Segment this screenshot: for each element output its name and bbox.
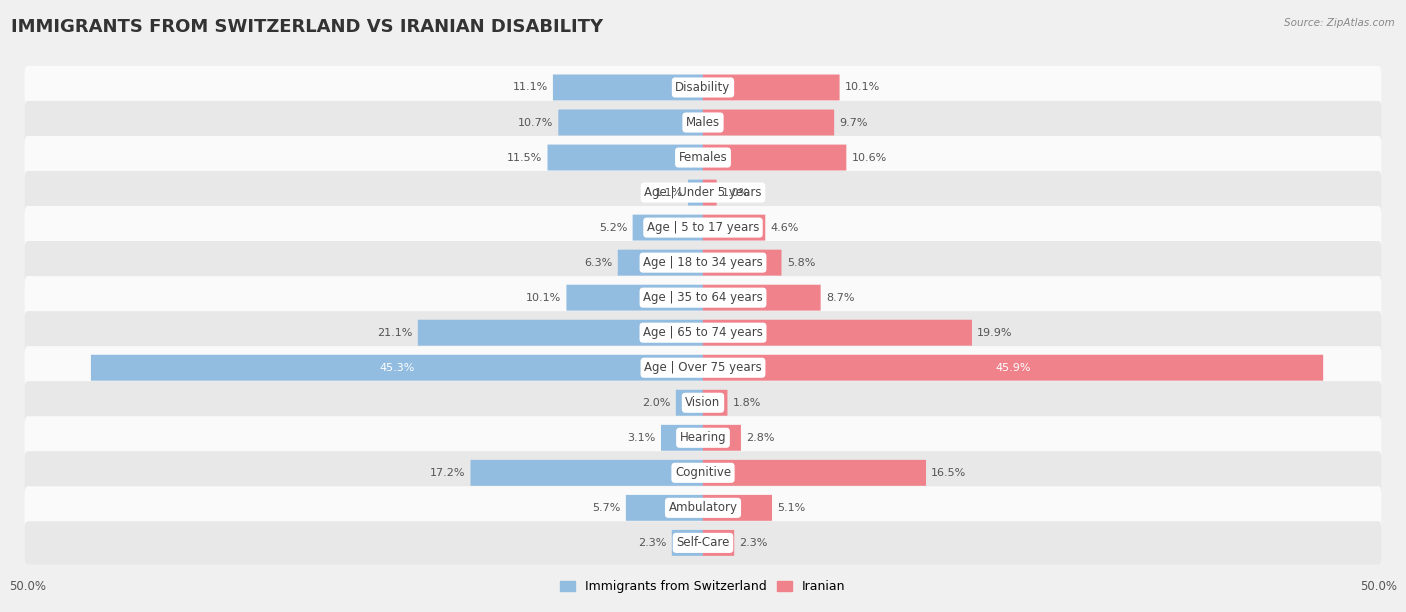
Text: 5.2%: 5.2% [599,223,627,233]
Text: 5.8%: 5.8% [787,258,815,267]
FancyBboxPatch shape [418,319,703,346]
Text: 19.9%: 19.9% [977,327,1012,338]
FancyBboxPatch shape [703,75,839,100]
Text: 10.1%: 10.1% [845,83,880,92]
FancyBboxPatch shape [25,241,1381,284]
FancyBboxPatch shape [25,346,1381,389]
Text: Vision: Vision [685,396,721,409]
Text: Females: Females [679,151,727,164]
FancyBboxPatch shape [617,250,703,275]
Text: Age | 5 to 17 years: Age | 5 to 17 years [647,221,759,234]
Text: Males: Males [686,116,720,129]
FancyBboxPatch shape [661,425,703,451]
FancyBboxPatch shape [25,381,1381,424]
FancyBboxPatch shape [703,460,927,486]
FancyBboxPatch shape [25,66,1381,109]
Legend: Immigrants from Switzerland, Iranian: Immigrants from Switzerland, Iranian [555,575,851,599]
FancyBboxPatch shape [25,451,1381,494]
Text: 16.5%: 16.5% [931,468,966,478]
FancyBboxPatch shape [688,179,703,206]
FancyBboxPatch shape [547,144,703,171]
Text: Age | 35 to 64 years: Age | 35 to 64 years [643,291,763,304]
FancyBboxPatch shape [703,355,1323,381]
FancyBboxPatch shape [703,215,765,241]
Text: 4.6%: 4.6% [770,223,799,233]
FancyBboxPatch shape [553,75,703,100]
Text: 1.8%: 1.8% [733,398,761,408]
Text: 9.7%: 9.7% [839,118,868,127]
Text: 1.0%: 1.0% [721,187,751,198]
Text: Age | Over 75 years: Age | Over 75 years [644,361,762,374]
FancyBboxPatch shape [25,276,1381,319]
FancyBboxPatch shape [703,285,821,311]
Text: 2.3%: 2.3% [740,538,768,548]
FancyBboxPatch shape [703,530,734,556]
Text: 11.5%: 11.5% [508,152,543,163]
FancyBboxPatch shape [703,319,972,346]
FancyBboxPatch shape [25,416,1381,460]
Text: 5.7%: 5.7% [592,503,620,513]
FancyBboxPatch shape [703,250,782,275]
FancyBboxPatch shape [633,215,703,241]
Text: 10.1%: 10.1% [526,293,561,303]
FancyBboxPatch shape [25,171,1381,214]
Text: Age | 65 to 74 years: Age | 65 to 74 years [643,326,763,339]
FancyBboxPatch shape [25,487,1381,529]
Text: 11.1%: 11.1% [512,83,548,92]
FancyBboxPatch shape [25,101,1381,144]
Text: 5.1%: 5.1% [778,503,806,513]
Text: 17.2%: 17.2% [430,468,465,478]
FancyBboxPatch shape [25,136,1381,179]
Text: 10.6%: 10.6% [852,152,887,163]
FancyBboxPatch shape [703,425,741,451]
Text: Age | 18 to 34 years: Age | 18 to 34 years [643,256,763,269]
Text: Age | Under 5 years: Age | Under 5 years [644,186,762,199]
FancyBboxPatch shape [567,285,703,311]
Text: Ambulatory: Ambulatory [668,501,738,514]
Text: IMMIGRANTS FROM SWITZERLAND VS IRANIAN DISABILITY: IMMIGRANTS FROM SWITZERLAND VS IRANIAN D… [11,18,603,36]
FancyBboxPatch shape [672,530,703,556]
Text: 1.1%: 1.1% [654,187,683,198]
Text: Source: ZipAtlas.com: Source: ZipAtlas.com [1284,18,1395,28]
Text: 2.8%: 2.8% [747,433,775,443]
FancyBboxPatch shape [25,311,1381,354]
FancyBboxPatch shape [471,460,703,486]
FancyBboxPatch shape [703,110,834,135]
FancyBboxPatch shape [626,495,703,521]
Text: 10.7%: 10.7% [517,118,553,127]
Text: 2.3%: 2.3% [638,538,666,548]
Text: 3.1%: 3.1% [627,433,655,443]
Text: 6.3%: 6.3% [585,258,613,267]
Text: Self-Care: Self-Care [676,536,730,550]
FancyBboxPatch shape [703,179,717,206]
Text: 2.0%: 2.0% [643,398,671,408]
Text: Disability: Disability [675,81,731,94]
FancyBboxPatch shape [703,390,727,416]
FancyBboxPatch shape [676,390,703,416]
Text: 45.9%: 45.9% [995,363,1031,373]
Text: Hearing: Hearing [679,431,727,444]
Text: 8.7%: 8.7% [825,293,855,303]
FancyBboxPatch shape [703,495,772,521]
FancyBboxPatch shape [25,206,1381,249]
Text: 45.3%: 45.3% [380,363,415,373]
Text: 21.1%: 21.1% [377,327,412,338]
FancyBboxPatch shape [91,355,703,381]
Text: Cognitive: Cognitive [675,466,731,479]
FancyBboxPatch shape [703,144,846,171]
FancyBboxPatch shape [558,110,703,135]
FancyBboxPatch shape [25,521,1381,564]
